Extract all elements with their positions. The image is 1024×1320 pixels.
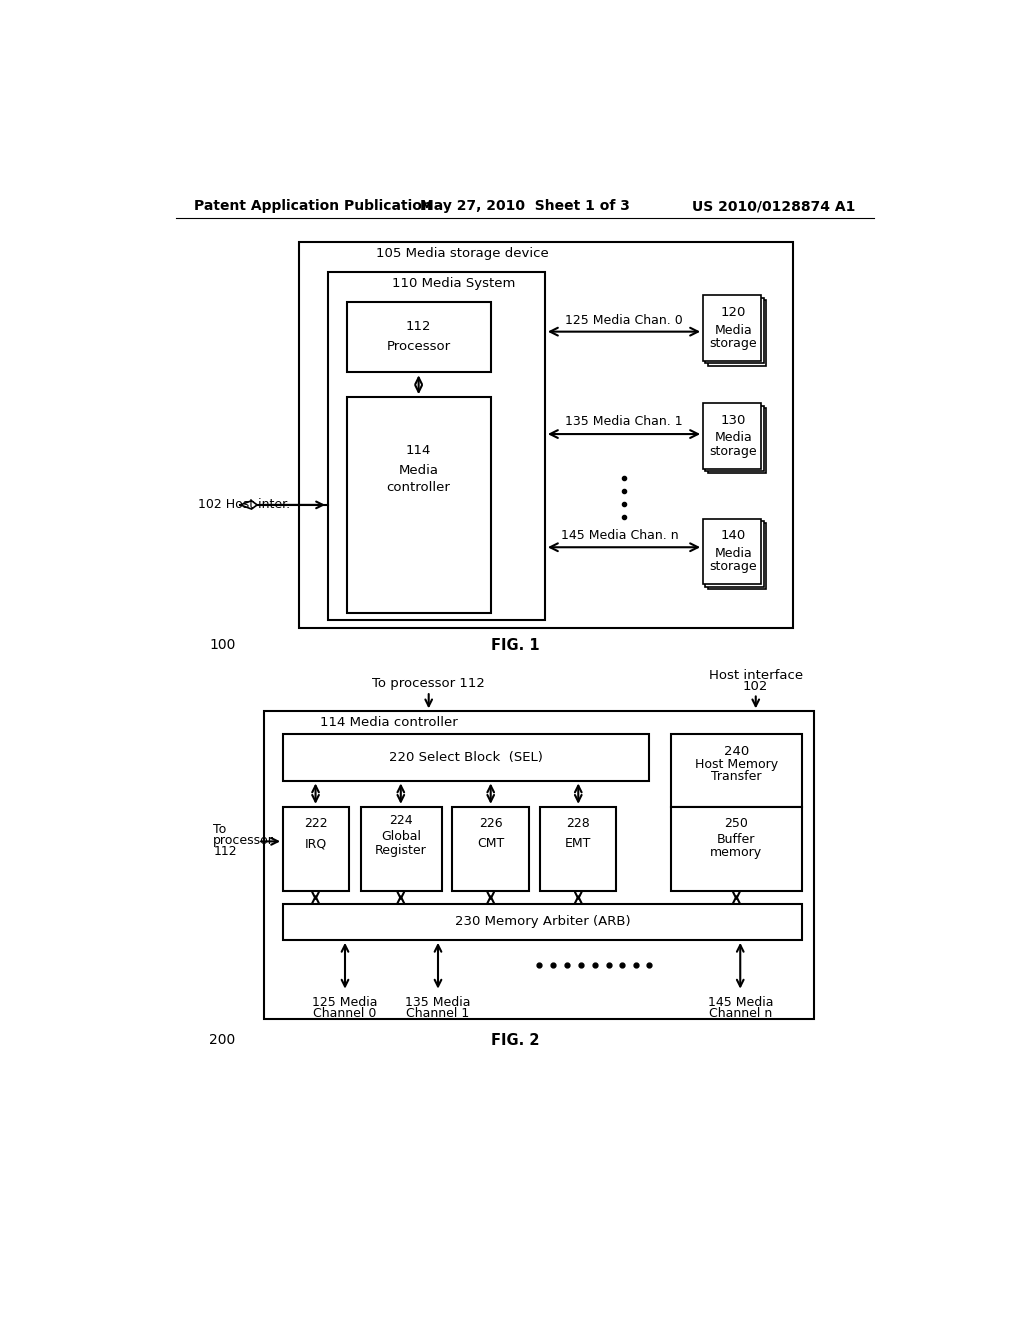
- Text: 112: 112: [213, 845, 237, 858]
- Text: 105 Media storage device: 105 Media storage device: [376, 247, 549, 260]
- Bar: [703, 519, 761, 585]
- Text: Patent Application Publication: Patent Application Publication: [194, 199, 432, 213]
- Text: 224: 224: [389, 814, 413, 828]
- Text: 226: 226: [479, 817, 503, 830]
- Bar: [299, 242, 793, 628]
- Text: 135 Media Chan. 1: 135 Media Chan. 1: [565, 416, 683, 428]
- Text: Global: Global: [381, 829, 421, 842]
- Bar: [703, 404, 761, 469]
- Bar: [541, 807, 616, 891]
- Text: Transfer: Transfer: [711, 770, 762, 783]
- Bar: [671, 734, 802, 807]
- Text: 240: 240: [724, 744, 749, 758]
- Text: US 2010/0128874 A1: US 2010/0128874 A1: [691, 199, 855, 213]
- Text: storage: storage: [710, 337, 757, 350]
- Bar: [706, 521, 764, 586]
- Text: Host Memory: Host Memory: [695, 758, 778, 771]
- Text: storage: storage: [710, 560, 757, 573]
- Text: 114 Media controller: 114 Media controller: [321, 717, 458, 730]
- Text: 145 Media Chan. n: 145 Media Chan. n: [561, 529, 679, 543]
- Text: Processor: Processor: [387, 339, 451, 352]
- Text: 125 Media Chan. 0: 125 Media Chan. 0: [565, 314, 683, 326]
- Bar: [703, 296, 761, 360]
- Text: 250: 250: [724, 817, 749, 830]
- Text: FIG. 1: FIG. 1: [492, 638, 540, 652]
- Bar: [708, 300, 766, 366]
- Text: Media: Media: [715, 546, 753, 560]
- Text: 135 Media: 135 Media: [406, 995, 471, 1008]
- Text: 120: 120: [721, 306, 745, 319]
- Bar: [452, 807, 529, 891]
- Text: processor: processor: [213, 834, 274, 847]
- Bar: [360, 807, 442, 891]
- Text: 100: 100: [209, 638, 236, 652]
- Text: 200: 200: [209, 1034, 236, 1047]
- Bar: [283, 807, 349, 891]
- Bar: [346, 397, 490, 612]
- Text: EMT: EMT: [565, 837, 592, 850]
- Text: Register: Register: [375, 843, 427, 857]
- Bar: [706, 298, 764, 363]
- Text: Media: Media: [715, 323, 753, 337]
- Text: 102 Host inter.: 102 Host inter.: [198, 499, 290, 511]
- Text: 125 Media: 125 Media: [312, 995, 378, 1008]
- Text: 222: 222: [304, 817, 328, 830]
- Text: IRQ: IRQ: [304, 837, 327, 850]
- Text: 230 Memory Arbiter (ARB): 230 Memory Arbiter (ARB): [455, 915, 631, 928]
- Bar: [283, 734, 649, 780]
- Text: memory: memory: [711, 846, 763, 859]
- Bar: [671, 807, 802, 891]
- Text: 140: 140: [721, 529, 745, 543]
- Text: To processor 112: To processor 112: [373, 677, 485, 690]
- Bar: [283, 904, 802, 940]
- Text: 145 Media: 145 Media: [708, 995, 773, 1008]
- Text: Media: Media: [715, 432, 753, 445]
- Text: Channel n: Channel n: [709, 1007, 772, 1019]
- Text: CMT: CMT: [477, 837, 505, 850]
- Text: FIG. 2: FIG. 2: [492, 1032, 540, 1048]
- Text: 110 Media System: 110 Media System: [391, 277, 515, 290]
- Bar: [708, 524, 766, 589]
- Text: controller: controller: [387, 482, 451, 495]
- Bar: [706, 405, 764, 471]
- Text: Channel 1: Channel 1: [407, 1007, 470, 1019]
- Bar: [263, 711, 814, 1019]
- Text: 130: 130: [721, 413, 745, 426]
- Text: 114: 114: [406, 445, 431, 458]
- Text: May 27, 2010  Sheet 1 of 3: May 27, 2010 Sheet 1 of 3: [420, 199, 630, 213]
- Text: 112: 112: [406, 319, 431, 333]
- Bar: [346, 302, 490, 372]
- Text: 220 Select Block  (SEL): 220 Select Block (SEL): [389, 751, 543, 764]
- Text: Channel 0: Channel 0: [313, 1007, 377, 1019]
- Text: Media: Media: [398, 463, 438, 477]
- Text: 228: 228: [566, 817, 590, 830]
- Text: To: To: [213, 824, 226, 837]
- Bar: [328, 272, 545, 620]
- Bar: [708, 408, 766, 474]
- Text: storage: storage: [710, 445, 757, 458]
- Text: Buffer: Buffer: [717, 833, 756, 846]
- Text: 102: 102: [743, 680, 768, 693]
- Text: Host interface: Host interface: [709, 669, 803, 682]
- Polygon shape: [241, 500, 257, 510]
